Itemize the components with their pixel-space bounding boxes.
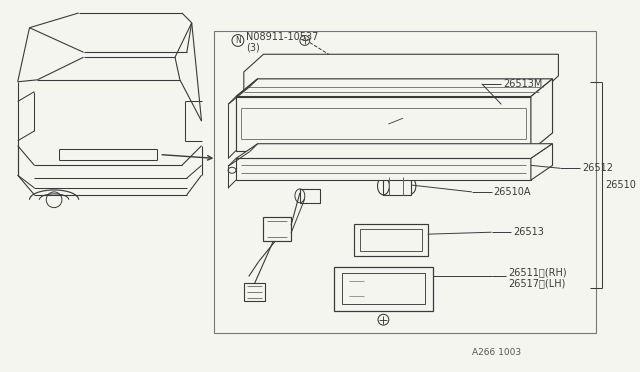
Bar [354,224,428,256]
Polygon shape [236,97,531,151]
Text: 26513: 26513 [513,227,544,237]
Text: N: N [235,36,241,45]
Text: 26510A: 26510A [493,187,531,197]
Bar [342,273,425,304]
Bar [334,267,433,311]
Polygon shape [531,144,552,180]
Polygon shape [236,158,531,180]
Bar [300,189,319,203]
Text: (3): (3) [246,42,260,52]
Bar [360,229,422,251]
Text: 26513M: 26513M [504,79,543,89]
Text: 26511　(RH): 26511 (RH) [508,267,567,278]
Bar [383,177,411,195]
Bar [244,283,266,301]
Polygon shape [244,54,559,94]
Polygon shape [236,144,552,158]
Bar [214,31,596,333]
Bar [264,218,291,241]
Text: N08911-10537: N08911-10537 [246,32,318,42]
Text: A266 1003: A266 1003 [472,348,521,357]
Polygon shape [531,79,552,151]
Text: 26512: 26512 [582,163,613,173]
Polygon shape [236,79,552,97]
Text: 26517　(LH): 26517 (LH) [508,278,566,288]
Text: 26510: 26510 [605,180,637,190]
